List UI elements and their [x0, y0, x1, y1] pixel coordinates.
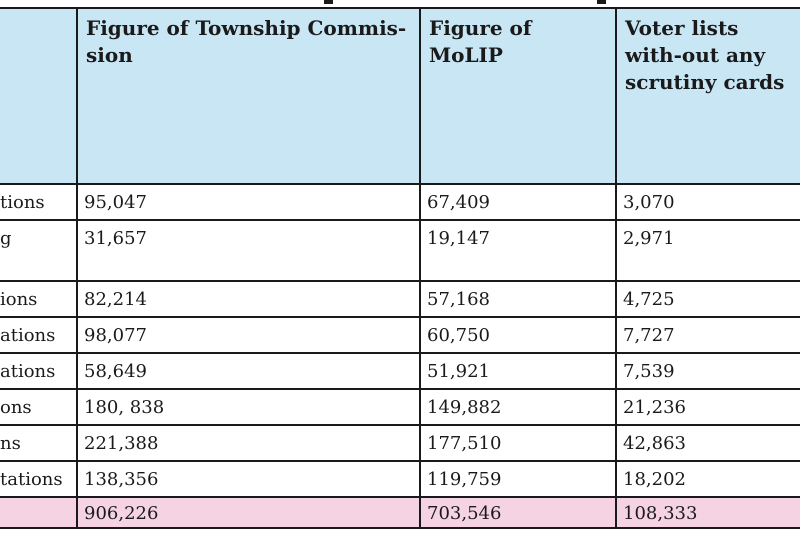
table-header-row: Figure of Township Commis-sion Figure of… [0, 7, 800, 185]
township-value: 95,047 [76, 183, 421, 221]
total-township-value: 906,226 [76, 496, 421, 529]
table-row: ions 82,214 57,168 4,725 [0, 280, 800, 318]
total-label [0, 496, 78, 529]
molip-value: 149,882 [419, 388, 617, 426]
township-value: 138,356 [76, 460, 421, 498]
no-scrutiny-value: 2,971 [615, 219, 800, 282]
no-scrutiny-value: 18,202 [615, 460, 800, 498]
row-label: ons [0, 388, 78, 426]
row-label: g [0, 219, 78, 282]
molip-value: 57,168 [419, 280, 617, 318]
no-scrutiny-value: 42,863 [615, 424, 800, 462]
table-row: tions 95,047 67,409 3,070 [0, 183, 800, 221]
row-label: ns [0, 424, 78, 462]
no-scrutiny-value: 7,727 [615, 316, 800, 354]
no-scrutiny-value: 7,539 [615, 352, 800, 390]
total-row: 906,226 703,546 108,333 [0, 496, 800, 529]
cropped-text-fragment [597, 0, 606, 4]
cropped-text-fragment [324, 0, 333, 4]
total-molip-value: 703,546 [419, 496, 617, 529]
voter-figures-table: Figure of Township Commis-sion Figure of… [0, 7, 800, 529]
row-label: tations [0, 460, 78, 498]
table-row: g 31,657 19,147 2,971 [0, 219, 800, 282]
row-label: tions [0, 183, 78, 221]
molip-value: 67,409 [419, 183, 617, 221]
header-cell-township-commission: Figure of Township Commis-sion [76, 7, 421, 185]
township-value: 221,388 [76, 424, 421, 462]
header-cell-molip: Figure of MoLIP [419, 7, 617, 185]
table-row: ons 180, 838 149,882 21,236 [0, 388, 800, 426]
molip-value: 119,759 [419, 460, 617, 498]
township-value: 31,657 [76, 219, 421, 282]
township-value: 82,214 [76, 280, 421, 318]
township-value: 58,649 [76, 352, 421, 390]
header-cell-label [0, 7, 78, 185]
table-row: ns 221,388 177,510 42,863 [0, 424, 800, 462]
row-label: ations [0, 352, 78, 390]
molip-value: 51,921 [419, 352, 617, 390]
row-label: ions [0, 280, 78, 318]
molip-value: 60,750 [419, 316, 617, 354]
no-scrutiny-value: 4,725 [615, 280, 800, 318]
molip-value: 177,510 [419, 424, 617, 462]
table-row: ations 58,649 51,921 7,539 [0, 352, 800, 390]
header-cell-no-scrutiny-cards: Voter lists with-out any scrutiny cards [615, 7, 800, 185]
township-value: 98,077 [76, 316, 421, 354]
top-edge-strip [0, 0, 800, 7]
molip-value: 19,147 [419, 219, 617, 282]
no-scrutiny-value: 3,070 [615, 183, 800, 221]
no-scrutiny-value: 21,236 [615, 388, 800, 426]
table-row: ations 98,077 60,750 7,727 [0, 316, 800, 354]
township-value: 180, 838 [76, 388, 421, 426]
table-row: tations 138,356 119,759 18,202 [0, 460, 800, 498]
row-label: ations [0, 316, 78, 354]
total-no-scrutiny-value: 108,333 [615, 496, 800, 529]
